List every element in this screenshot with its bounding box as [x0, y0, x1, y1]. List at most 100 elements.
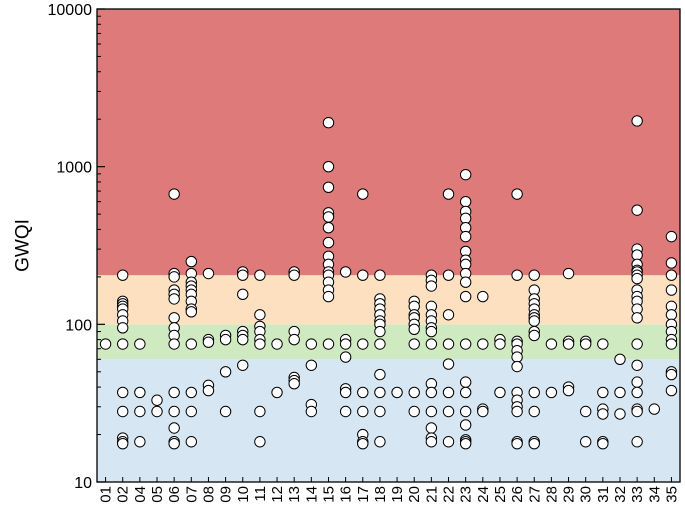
data-point-30	[579, 405, 592, 418]
data-point-22	[442, 269, 455, 281]
data-point-25	[494, 338, 506, 350]
data-point-02	[117, 437, 129, 450]
data-point-33	[631, 312, 643, 324]
data-points	[99, 115, 678, 450]
data-point-17	[357, 269, 369, 281]
data-point-23	[459, 195, 472, 208]
data-point-22	[442, 405, 455, 418]
data-point-31	[597, 386, 609, 399]
data-point-16	[339, 266, 352, 278]
data-point-22	[442, 386, 455, 399]
x-tick-label: 31	[595, 486, 612, 503]
data-point-27	[528, 329, 540, 342]
x-tick-label: 11	[252, 486, 269, 502]
quality-band-2	[97, 275, 680, 325]
data-point-24	[477, 290, 489, 303]
data-point-15	[322, 236, 335, 249]
quality-band-3	[97, 9, 680, 276]
x-tick-label: 04	[132, 486, 149, 503]
quality-band-1	[97, 324, 680, 360]
data-point-09	[219, 366, 232, 378]
data-point-15	[322, 160, 335, 173]
data-point-16	[339, 351, 352, 363]
x-tick-label: 16	[338, 486, 355, 503]
data-point-30	[579, 436, 592, 448]
x-tick-label: 05	[149, 486, 166, 503]
data-point-18	[374, 338, 386, 350]
data-point-18	[374, 269, 386, 281]
x-tick-label: 18	[372, 486, 389, 503]
data-point-23	[459, 419, 472, 431]
data-point-35	[665, 384, 678, 397]
data-point-21	[425, 422, 438, 434]
data-point-11	[254, 405, 266, 418]
data-point-13	[288, 269, 300, 281]
data-point-04	[134, 386, 146, 399]
data-point-32	[614, 386, 626, 399]
x-tick-label: 06	[166, 486, 183, 503]
data-point-20	[408, 323, 420, 336]
data-point-33	[631, 386, 643, 399]
data-point-02	[117, 322, 129, 334]
data-point-22	[442, 358, 455, 370]
data-point-33	[631, 376, 643, 388]
data-point-12	[271, 386, 283, 399]
data-point-23	[459, 405, 472, 418]
data-point-01	[99, 338, 112, 350]
data-point-09	[219, 333, 232, 346]
data-point-13	[288, 333, 300, 346]
data-point-11	[254, 338, 266, 350]
data-point-20	[408, 386, 420, 399]
data-point-23	[459, 168, 472, 181]
data-point-19	[391, 386, 403, 399]
data-point-23	[459, 386, 472, 399]
data-point-05	[151, 405, 163, 418]
data-point-32	[614, 353, 626, 366]
y-tick-label: 100	[65, 317, 92, 334]
x-tick-label: 12	[269, 486, 286, 503]
x-axis-ticks: 01 02 04 05 06 07 08 09 10 11 12 13 14 15 16 17 18 19 20 21…	[98, 477, 680, 503]
data-point-18	[374, 368, 386, 381]
data-point-04	[134, 338, 146, 350]
data-point-17	[357, 405, 369, 418]
data-point-20	[408, 405, 420, 418]
data-point-27	[528, 386, 540, 399]
x-tick-label: 08	[200, 486, 217, 503]
data-point-24	[477, 405, 489, 418]
x-tick-label: 21	[423, 486, 440, 503]
data-point-17	[357, 338, 369, 350]
data-point-18	[374, 436, 386, 448]
data-point-26	[511, 269, 523, 281]
data-point-06	[168, 293, 180, 305]
x-tick-label: 19	[389, 486, 406, 503]
x-tick-label: 09	[218, 486, 235, 503]
data-point-06	[168, 386, 180, 399]
data-point-10	[237, 288, 249, 301]
plot-frame	[96, 8, 681, 483]
y-axis-label: GWQI	[13, 219, 34, 272]
quality-bands	[97, 9, 680, 482]
data-point-07	[185, 386, 198, 399]
data-point-25	[494, 386, 506, 399]
data-point-07	[185, 405, 198, 418]
data-point-16	[339, 405, 352, 418]
data-point-29	[562, 267, 575, 280]
data-point-21	[425, 280, 438, 292]
x-tick-label: 01	[98, 486, 115, 503]
data-point-02	[117, 405, 129, 418]
data-point-06	[168, 312, 180, 324]
x-tick-label: 20	[406, 486, 423, 503]
data-point-23	[459, 276, 472, 288]
data-point-06	[168, 422, 180, 434]
data-point-22	[442, 309, 455, 321]
data-point-27	[528, 437, 540, 450]
data-point-27	[528, 269, 540, 281]
data-point-32	[614, 408, 626, 420]
data-point-33	[631, 359, 643, 371]
y-tick-label: 10000	[48, 2, 93, 19]
data-point-11	[254, 309, 266, 321]
data-point-26	[511, 360, 523, 373]
data-point-27	[528, 405, 540, 418]
data-point-08	[202, 384, 215, 397]
data-point-21	[425, 386, 438, 399]
